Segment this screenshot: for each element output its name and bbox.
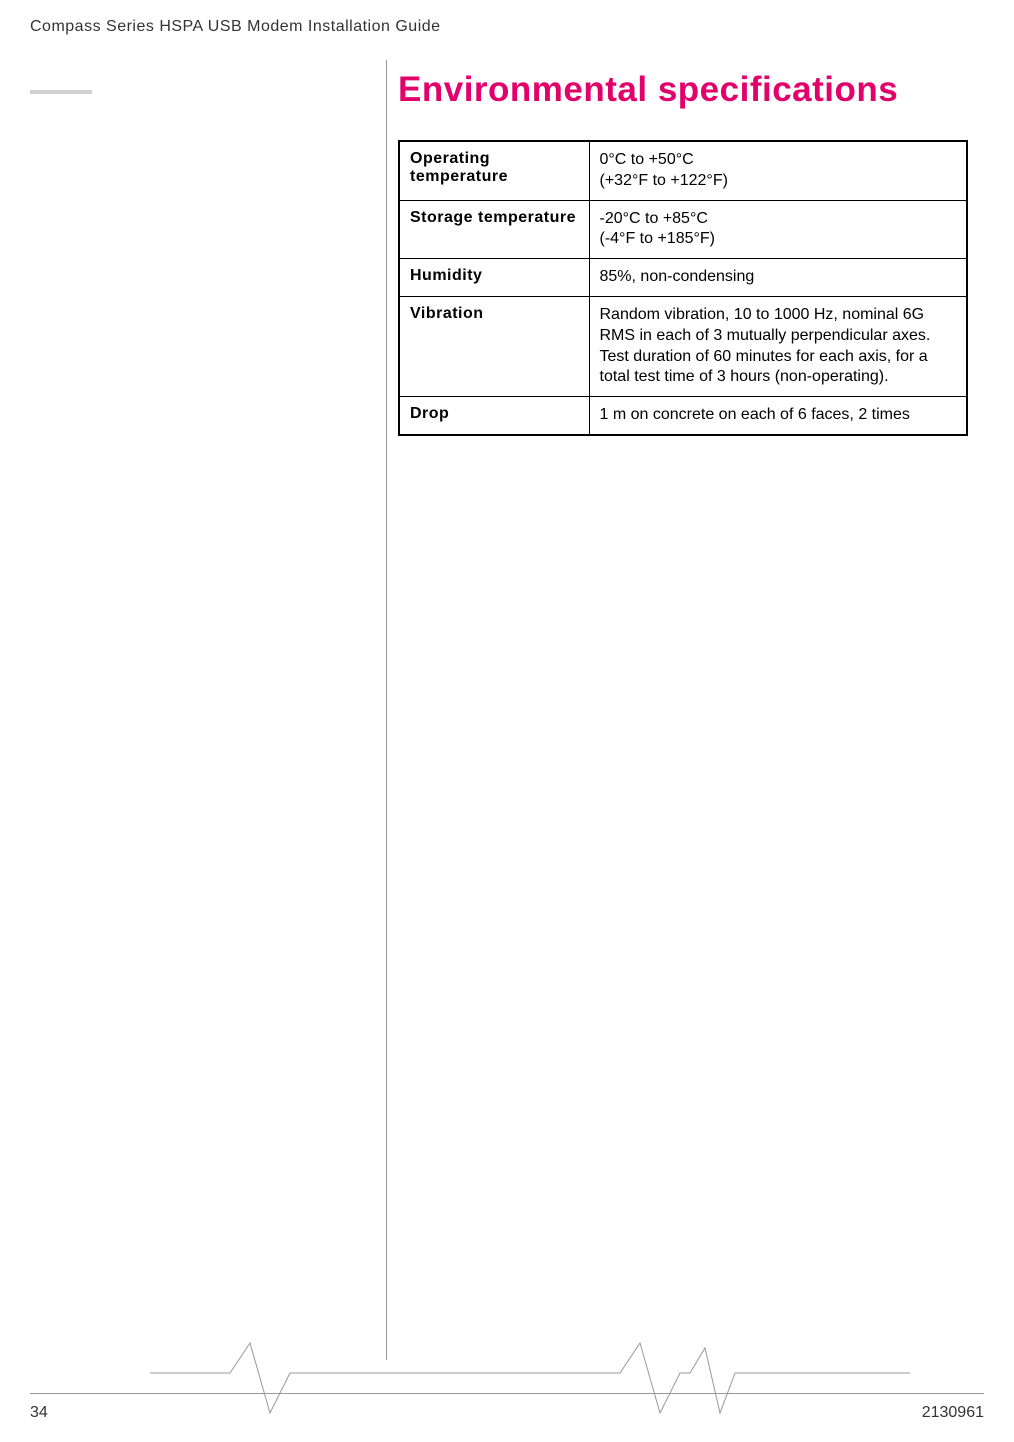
env-specs-table: Operating temperature 0°C to +50°C(+32°F… <box>398 140 968 436</box>
spec-label: Vibration <box>399 296 589 396</box>
side-marker <box>30 90 92 94</box>
spec-label: Humidity <box>399 259 589 297</box>
table-row: Storage temperature -20°C to +85°C(-4°F … <box>399 200 967 259</box>
spec-label: Drop <box>399 397 589 435</box>
table-row: Vibration Random vibration, 10 to 1000 H… <box>399 296 967 396</box>
spec-value: Random vibration, 10 to 1000 Hz, nominal… <box>589 296 967 396</box>
footer-wave-decoration <box>150 1338 910 1428</box>
spec-value: -20°C to +85°C(-4°F to +185°F) <box>589 200 967 259</box>
footer-divider <box>30 1393 984 1394</box>
header-title: Compass Series HSPA USB Modem Installati… <box>30 18 441 36</box>
spec-label: Operating temperature <box>399 141 589 200</box>
table-row: Drop 1 m on concrete on each of 6 faces,… <box>399 397 967 435</box>
spec-value: 0°C to +50°C(+32°F to +122°F) <box>589 141 967 200</box>
content-vertical-divider <box>386 60 387 1360</box>
spec-label: Storage temperature <box>399 200 589 259</box>
table-row: Humidity 85%, non-condensing <box>399 259 967 297</box>
spec-value: 85%, non-condensing <box>589 259 967 297</box>
table-row: Operating temperature 0°C to +50°C(+32°F… <box>399 141 967 200</box>
spec-value: 1 m on concrete on each of 6 faces, 2 ti… <box>589 397 967 435</box>
section-heading: Environmental specifications <box>398 70 898 110</box>
page-number: 34 <box>30 1404 48 1422</box>
doc-number: 2130961 <box>922 1404 984 1422</box>
